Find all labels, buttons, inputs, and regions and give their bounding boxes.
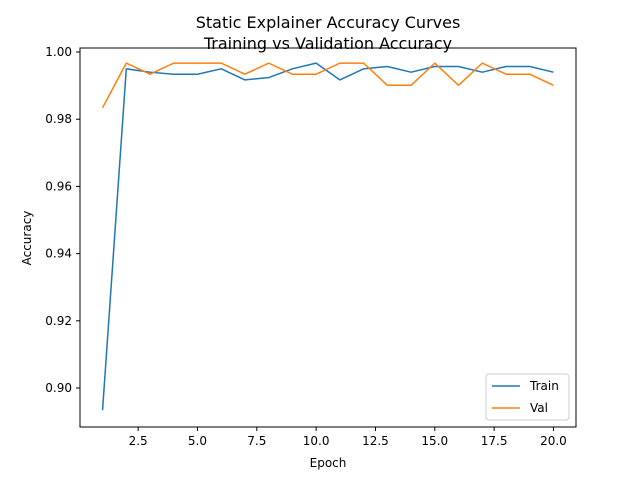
chart-subtitle: Training vs Validation Accuracy bbox=[203, 34, 452, 53]
series-lines bbox=[101, 62, 554, 411]
x-tick-label: 5.0 bbox=[188, 434, 207, 448]
legend-label-train: Train bbox=[529, 379, 559, 393]
x-axis-label: Epoch bbox=[310, 456, 347, 470]
chart-title: Static Explainer Accuracy Curves bbox=[196, 13, 461, 32]
axes-frame bbox=[79, 47, 577, 428]
x-axis-ticks: 2.5 5.0 7.5 10.0 12.5 15.0 17.5 20.0 bbox=[129, 427, 567, 448]
x-tick-label: 12.5 bbox=[362, 434, 389, 448]
x-tick-label: 15.0 bbox=[421, 434, 448, 448]
y-tick-label: 0.90 bbox=[45, 381, 72, 395]
y-tick-label: 0.98 bbox=[45, 112, 72, 126]
x-tick-label: 2.5 bbox=[129, 434, 148, 448]
y-tick-label: 0.96 bbox=[45, 179, 72, 193]
x-tick-label: 20.0 bbox=[540, 434, 567, 448]
y-tick-label: 0.92 bbox=[45, 314, 72, 328]
y-tick-label: 1.00 bbox=[45, 45, 72, 59]
legend: Train Val bbox=[485, 373, 570, 421]
x-tick-label: 17.5 bbox=[481, 434, 508, 448]
plot-area: 2.5 5.0 7.5 10.0 12.5 15.0 17.5 20.0 0.900.920.… bbox=[45, 45, 577, 448]
series-line-train bbox=[101, 62, 554, 411]
series-line-val bbox=[101, 62, 554, 109]
legend-label-val: Val bbox=[530, 401, 548, 415]
x-tick-label: 10.0 bbox=[303, 434, 330, 448]
y-axis-label: Accuracy bbox=[20, 211, 34, 266]
x-tick-label: 7.5 bbox=[247, 434, 266, 448]
y-axis-ticks: 0.90 0.92 0.94 0.96 0.98 1.00 bbox=[45, 45, 80, 395]
y-tick-label: 0.94 bbox=[45, 247, 72, 261]
